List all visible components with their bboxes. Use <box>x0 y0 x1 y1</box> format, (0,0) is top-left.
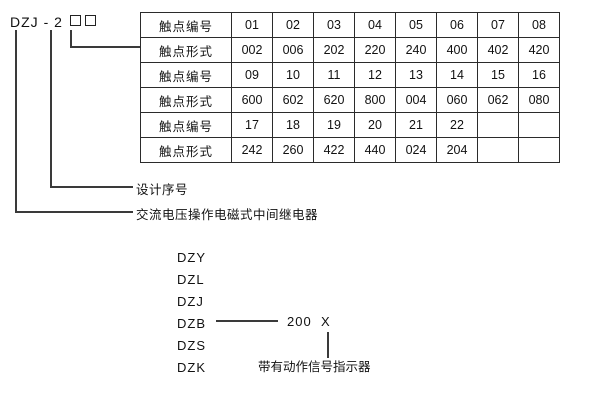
table-cell: 14 <box>436 62 478 88</box>
list-item: DZS <box>177 338 206 353</box>
suffix-letter: X <box>320 314 331 329</box>
design-serial-label: 设计序号 <box>136 183 189 197</box>
suffix-number: 200 <box>287 314 312 329</box>
row-label: 触点形式 <box>140 37 232 63</box>
table-cell: 260 <box>272 137 314 163</box>
table-cell: 600 <box>231 87 273 113</box>
leader-line-description-vertical <box>15 30 17 212</box>
row-label: 触点形式 <box>140 87 232 113</box>
table-cell: 22 <box>436 112 478 138</box>
table-cell-empty <box>518 112 560 138</box>
row-label: 触点编号 <box>140 112 232 138</box>
table-cell: 800 <box>354 87 396 113</box>
list-item: DZL <box>177 272 205 287</box>
table-cell: 620 <box>313 87 355 113</box>
leader-line-design-vertical <box>50 30 52 187</box>
table-cell: 12 <box>354 62 396 88</box>
table-row: 触点形式 002 006 202 220 240 400 402 420 <box>140 37 560 63</box>
table-cell: 19 <box>313 112 355 138</box>
table-row: 触点编号 17 18 19 20 21 22 <box>140 112 560 138</box>
table-cell-empty <box>477 137 519 163</box>
leader-line-description-horizontal <box>15 211 133 213</box>
suffix-code: 200 X <box>287 314 331 329</box>
model-prefix: DZJ <box>10 14 39 30</box>
table-cell: 09 <box>231 62 273 88</box>
table-cell-empty <box>518 137 560 163</box>
table-cell: 062 <box>477 87 519 113</box>
indicator-note-label: 带有动作信号指示器 <box>258 360 371 374</box>
table-cell: 04 <box>354 12 396 38</box>
placeholder-box-2 <box>84 15 96 26</box>
table-cell: 240 <box>395 37 437 63</box>
table-cell: 422 <box>313 137 355 163</box>
table-cell: 220 <box>354 37 396 63</box>
model-dash: - <box>43 14 50 30</box>
table-row: 触点形式 600 602 620 800 004 060 062 080 <box>140 87 560 113</box>
table-row: 触点形式 242 260 422 440 024 204 <box>140 137 560 163</box>
table-cell-empty <box>477 112 519 138</box>
table-cell: 20 <box>354 112 396 138</box>
table-cell: 05 <box>395 12 437 38</box>
list-item: DZY <box>177 250 206 265</box>
placeholder-box-1 <box>69 15 81 26</box>
table-cell: 402 <box>477 37 519 63</box>
table-cell: 02 <box>272 12 314 38</box>
table-cell: 07 <box>477 12 519 38</box>
contact-table: 触点编号 01 02 03 04 05 06 07 08 触点形式 002 00… <box>140 12 560 163</box>
model-family-list: DZY DZL DZJ DZB DZS DZK <box>177 247 206 379</box>
table-cell: 602 <box>272 87 314 113</box>
leader-line-contact-vertical <box>70 30 72 47</box>
model-designation-code: DZJ - 2 <box>10 14 98 30</box>
table-cell: 08 <box>518 12 560 38</box>
list-item: DZB <box>177 316 206 331</box>
table-cell: 15 <box>477 62 519 88</box>
table-cell: 002 <box>231 37 273 63</box>
table-cell: 13 <box>395 62 437 88</box>
table-cell: 16 <box>518 62 560 88</box>
suffix-spacer <box>312 314 321 329</box>
table-cell: 202 <box>313 37 355 63</box>
table-cell: 440 <box>354 137 396 163</box>
leader-line-indicator-vertical <box>327 332 329 358</box>
row-label: 触点形式 <box>140 137 232 163</box>
list-item: DZK <box>177 360 206 375</box>
table-cell: 006 <box>272 37 314 63</box>
table-cell: 080 <box>518 87 560 113</box>
table-cell: 060 <box>436 87 478 113</box>
leader-line-suffix-horizontal <box>216 320 278 322</box>
table-cell: 17 <box>231 112 273 138</box>
table-cell: 06 <box>436 12 478 38</box>
table-cell: 11 <box>313 62 355 88</box>
table-cell: 242 <box>231 137 273 163</box>
table-cell: 400 <box>436 37 478 63</box>
table-cell: 01 <box>231 12 273 38</box>
list-item: DZJ <box>177 294 204 309</box>
leader-line-contact-horizontal <box>70 46 140 48</box>
model-series-digit: 2 <box>54 14 63 30</box>
table-row: 触点编号 01 02 03 04 05 06 07 08 <box>140 12 560 38</box>
leader-line-design-horizontal <box>50 186 133 188</box>
table-cell: 10 <box>272 62 314 88</box>
table-row: 触点编号 09 10 11 12 13 14 15 16 <box>140 62 560 88</box>
table-cell: 004 <box>395 87 437 113</box>
relay-description-label: 交流电压操作电磁式中间继电器 <box>136 208 319 222</box>
row-label: 触点编号 <box>140 62 232 88</box>
contact-table-body: 触点编号 01 02 03 04 05 06 07 08 触点形式 002 00… <box>140 12 560 163</box>
table-cell: 21 <box>395 112 437 138</box>
row-label: 触点编号 <box>140 12 232 38</box>
table-cell: 03 <box>313 12 355 38</box>
table-cell: 204 <box>436 137 478 163</box>
table-cell: 024 <box>395 137 437 163</box>
table-cell: 18 <box>272 112 314 138</box>
table-cell: 420 <box>518 37 560 63</box>
